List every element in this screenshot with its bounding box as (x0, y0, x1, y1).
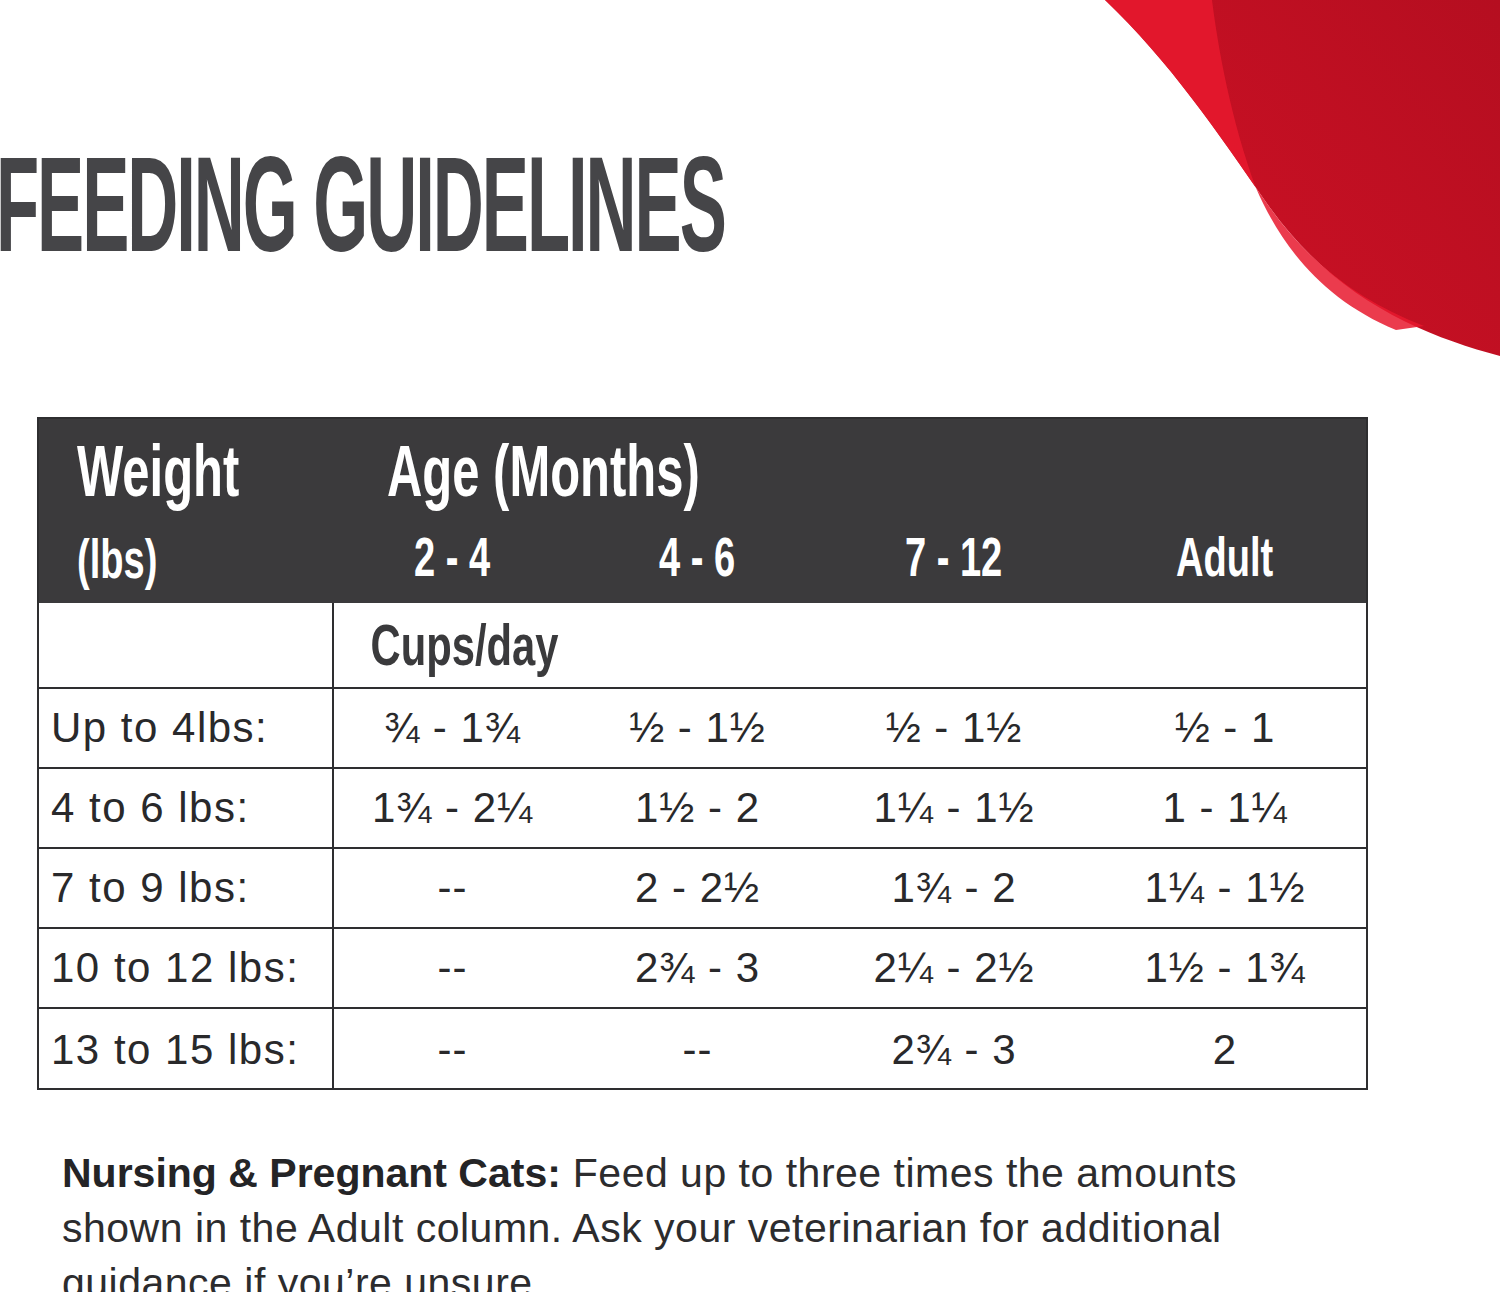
value-cell: 2¾ - 3 (571, 944, 824, 992)
table-row: 4 to 6 lbs: 1¾ - 2¼ 1½ - 2 1¼ - 1½ 1 - 1… (39, 767, 1366, 847)
table-header: Weight (lbs) Age (Months) 2 - 4 4 - 6 7 … (39, 419, 1366, 603)
value-cell: -- (334, 864, 571, 912)
value-cell: 1¼ - 1½ (824, 784, 1084, 832)
age-col-label-2-4: 2 - 4 (334, 529, 571, 585)
spacer-cell (39, 529, 334, 585)
units-row: Cups/day (39, 603, 1366, 687)
age-col-label-7-12: 7 - 12 (824, 529, 1084, 585)
table-row: Up to 4lbs: ¾ - 1¾ ½ - 1½ ½ - 1½ ½ - 1 (39, 687, 1366, 767)
value-cell: 2 (1084, 1026, 1366, 1074)
value-cell: ¾ - 1¾ (334, 704, 571, 752)
table-row: 13 to 15 lbs: -- -- 2¾ - 3 2 (39, 1007, 1366, 1090)
age-subcolumns-row: 2 - 4 4 - 6 7 - 12 Adult (39, 529, 1366, 585)
value-cell: 1½ - 2 (571, 784, 824, 832)
age-months-header: Age (Months) (387, 435, 847, 507)
value-cell: 1½ - 1¾ (1084, 944, 1366, 992)
weight-cell: 13 to 15 lbs: (39, 1009, 334, 1090)
units-row-weight-cell (39, 603, 334, 687)
value-cell: 1¾ - 2¼ (334, 784, 571, 832)
swoosh-main-shape (1105, 0, 1500, 356)
value-cell: -- (334, 944, 571, 992)
footnote-bold-label: Nursing & Pregnant Cats: (62, 1150, 561, 1196)
value-cell: 2¾ - 3 (824, 1026, 1084, 1074)
value-cell: ½ - 1½ (824, 704, 1084, 752)
value-cell: 1¼ - 1½ (1084, 864, 1366, 912)
value-cell: 2¼ - 2½ (824, 944, 1084, 992)
value-cell: ½ - 1½ (571, 704, 824, 752)
age-col-label-adult: Adult (1084, 529, 1366, 585)
weight-column-header: Weight (77, 435, 316, 507)
value-cell: ½ - 1 (1084, 704, 1366, 752)
weight-cell: Up to 4lbs: (39, 689, 334, 767)
swoosh-highlight-shape (1105, 0, 1424, 330)
value-cell: -- (571, 1026, 824, 1074)
age-col-label-4-6: 4 - 6 (571, 529, 824, 585)
value-cell: 2 - 2½ (571, 864, 824, 912)
feeding-guidelines-panel: FEEDING GUIDELINES Weight (lbs) Age (Mon… (0, 0, 1500, 1292)
weight-cell: 10 to 12 lbs: (39, 929, 334, 1007)
value-cell: 1¾ - 2 (824, 864, 1084, 912)
feeding-table: Weight (lbs) Age (Months) 2 - 4 4 - 6 7 … (37, 417, 1368, 1090)
weight-cell: 7 to 9 lbs: (39, 849, 334, 927)
value-cell: 1 - 1¼ (1084, 784, 1366, 832)
page-title: FEEDING GUIDELINES (0, 136, 725, 272)
cups-per-day-label: Cups/day (334, 616, 571, 674)
table-row: 7 to 9 lbs: -- 2 - 2½ 1¾ - 2 1¼ - 1½ (39, 847, 1366, 927)
table-row: 10 to 12 lbs: -- 2¾ - 3 2¼ - 2½ 1½ - 1¾ (39, 927, 1366, 1007)
value-cell: -- (334, 1026, 571, 1074)
weight-cell: 4 to 6 lbs: (39, 769, 334, 847)
footnote: Nursing & Pregnant Cats: Feed up to thre… (62, 1146, 1362, 1292)
